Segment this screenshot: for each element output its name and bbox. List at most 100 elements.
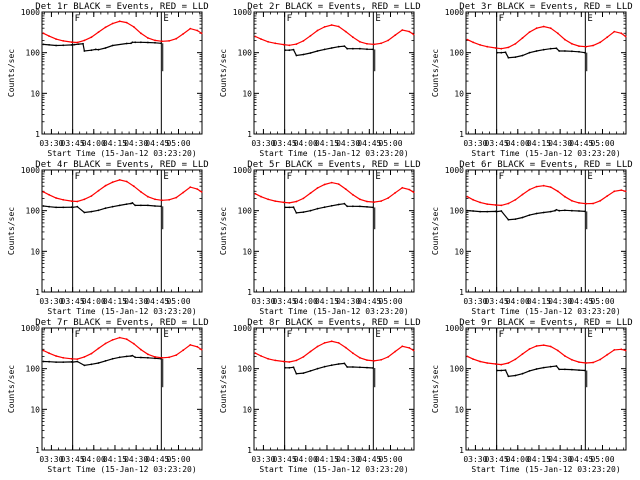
data-point — [366, 366, 368, 369]
data-point — [90, 195, 93, 197]
x-tick-label: 04:30 — [336, 139, 360, 148]
y-tick-label: 10 — [242, 247, 252, 256]
data-point — [140, 191, 142, 193]
data-point — [535, 185, 538, 188]
data-point — [111, 205, 114, 208]
data-point — [366, 48, 368, 51]
marker-label-F: F — [75, 330, 80, 340]
data-point — [316, 187, 319, 189]
data-point — [104, 342, 107, 345]
x-tick-label: 04:15 — [103, 139, 127, 148]
data-point — [175, 354, 178, 356]
data-point — [97, 209, 100, 212]
data-point — [288, 206, 291, 209]
data-point — [309, 370, 312, 372]
data-point — [500, 210, 503, 212]
y-tick-label: 1000 — [21, 8, 40, 17]
data-point — [624, 35, 627, 38]
data-point — [134, 204, 137, 207]
data-point — [387, 197, 390, 199]
data-point — [111, 181, 114, 184]
data-point — [62, 361, 65, 363]
data-point — [295, 54, 298, 57]
x-tick-label: 03:30 — [251, 455, 275, 464]
data-point — [132, 185, 135, 188]
data-point — [555, 208, 558, 211]
y-tick-label: 1000 — [445, 324, 464, 333]
y-tick-label: 100 — [450, 365, 465, 374]
data-point — [97, 31, 100, 33]
data-point — [288, 44, 291, 47]
y-axis-label: Counts/sec — [431, 365, 440, 413]
x-axis-label: Start Time (15-Jan-12 03:23:20) — [259, 465, 408, 474]
data-point — [42, 191, 45, 193]
x-axis-label: Start Time (15-Jan-12 03:23:20) — [471, 465, 620, 474]
series-line-lld — [467, 344, 626, 366]
data-point — [542, 48, 545, 51]
data-point — [316, 50, 319, 52]
data-point — [620, 348, 623, 351]
data-point — [352, 205, 354, 208]
x-tick-label: 03:45 — [273, 455, 297, 464]
data-point — [76, 41, 79, 44]
data-point — [323, 26, 326, 28]
plot-frame — [465, 11, 627, 135]
data-point — [555, 365, 558, 367]
data-point — [337, 363, 340, 365]
data-point — [571, 368, 573, 371]
x-axis-label: Start Time (15-Jan-12 03:23:20) — [47, 465, 196, 474]
data-point — [196, 29, 199, 32]
data-point — [578, 210, 580, 212]
data-point — [504, 369, 507, 371]
data-point — [528, 214, 531, 217]
data-point — [352, 352, 354, 355]
data-point — [521, 54, 524, 57]
x-tick-label: 04:30 — [336, 297, 360, 306]
x-tick-label: 04:00 — [294, 455, 318, 464]
series-line-events — [285, 362, 374, 375]
series-line-events — [285, 203, 374, 214]
x-tick-label: 04:00 — [294, 297, 318, 306]
series-line-lld — [43, 20, 202, 44]
data-point — [140, 356, 142, 359]
data-point — [196, 188, 199, 191]
y-tick-label: 1 — [247, 130, 252, 139]
series-line-lld — [467, 185, 626, 207]
x-tick-label: 03:30 — [39, 455, 63, 464]
y-tick-label: 1000 — [445, 166, 464, 175]
y-tick-label: 1 — [459, 130, 464, 139]
data-point — [104, 47, 107, 49]
data-point — [346, 47, 349, 50]
data-point — [535, 50, 538, 52]
x-tick-label: 04:00 — [82, 455, 106, 464]
marker-label-F: F — [75, 172, 80, 182]
chart-panel-3: Det 3r BLACK = Events, RED = LLD 1 10 100 10… — [431, 2, 633, 158]
data-point — [330, 181, 333, 184]
series-line-events — [43, 202, 162, 214]
data-point — [549, 365, 552, 368]
x-tick-label: 04:30 — [548, 139, 572, 148]
y-tick-label: 1 — [247, 288, 252, 297]
data-point — [500, 47, 503, 50]
marker-label-E: E — [587, 14, 592, 24]
data-point — [134, 356, 137, 359]
data-point — [302, 356, 305, 358]
chart-title: Det 4r BLACK = Events, RED = LLD — [35, 160, 208, 170]
data-point — [344, 346, 347, 349]
data-point — [366, 359, 368, 361]
data-point — [309, 209, 312, 212]
y-tick-label: 100 — [450, 207, 465, 216]
data-point — [528, 370, 531, 372]
data-point — [316, 367, 319, 370]
data-point — [613, 30, 616, 33]
data-point — [83, 39, 86, 42]
marker-label-F: F — [287, 172, 292, 182]
y-tick-label: 10 — [30, 247, 40, 256]
x-tick-label: 04:30 — [124, 297, 148, 306]
data-point — [76, 360, 79, 363]
data-point — [200, 348, 203, 351]
data-point — [48, 352, 50, 355]
data-point — [486, 362, 489, 364]
data-point — [514, 198, 517, 201]
data-point — [125, 21, 128, 24]
